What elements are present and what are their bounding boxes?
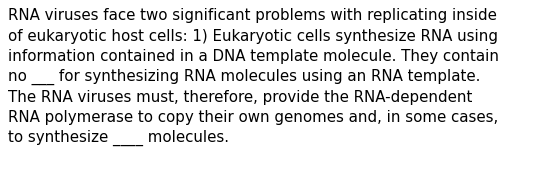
Text: RNA viruses face two significant problems with replicating inside
of eukaryotic : RNA viruses face two significant problem… bbox=[8, 8, 499, 146]
